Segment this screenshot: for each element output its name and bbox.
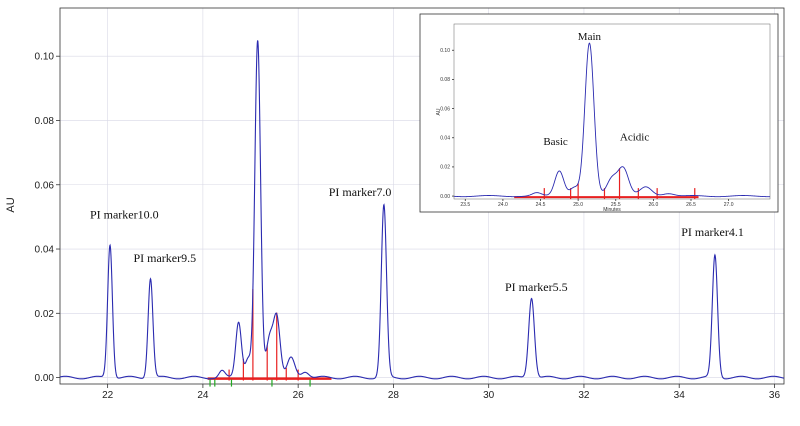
x-tick-label: 30: [483, 390, 495, 401]
y-tick-label: 0.04: [35, 245, 55, 256]
main-peak-annotations: PI marker10.0 PI marker9.5 PI marker7.0 PI …: [90, 185, 744, 294]
main-plot-frame: [59, 7, 785, 385]
inset-chromatogram-trace: [453, 42, 770, 198]
x-tick-label: 24.0: [498, 202, 508, 208]
y-axis-title: AU: [5, 197, 17, 212]
inset-y-axis-title: AU: [436, 108, 442, 115]
y-tick-label: 0.02: [35, 309, 55, 320]
inset-peak-annotations: Main Basic Acidic: [543, 31, 649, 148]
x-tick-label: 28: [388, 390, 400, 401]
main-chromatogram-trace: [59, 40, 785, 380]
x-tick-label: 23.5: [460, 202, 470, 208]
y-tick-label: 0.04: [440, 136, 450, 142]
y-tick-label: 0.06: [35, 180, 55, 191]
inset-axis-ticks: 23.5 24.0 24.5 25.0 25.5 26.0 26.5 27.0 0.00 0.02…: [440, 48, 733, 208]
x-tick-label: 34: [674, 390, 686, 401]
main-axis-ticks: 22 24 26 28 30 32 34 36 0.00 0.02 0.04 0.06 0.08 0.10: [35, 52, 781, 401]
peak-label: PI marker10.0: [90, 207, 159, 221]
x-tick-label: 25.0: [573, 202, 583, 208]
x-tick-label: 26.5: [686, 202, 696, 208]
inset-integration-marks: [514, 168, 699, 200]
peak-label: Main: [578, 31, 602, 43]
x-tick-label: 24: [197, 390, 209, 401]
x-tick-label: 24.5: [536, 202, 546, 208]
inset-plot-area: [453, 23, 771, 200]
x-tick-label: 36: [769, 390, 781, 401]
y-tick-label: 0.00: [440, 194, 450, 200]
y-tick-label: 0.02: [440, 165, 450, 171]
peak-label: Basic: [543, 136, 568, 148]
peak-label: PI marker9.5: [133, 251, 196, 265]
y-tick-label: 0.08: [440, 77, 450, 83]
inset-chart: 23.5 24.0 24.5 25.0 25.5 26.0 26.5 27.0 0.00 0.02…: [419, 13, 779, 213]
y-tick-label: 0.10: [35, 52, 55, 63]
inset-x-axis-title: Minutes: [603, 207, 621, 213]
y-tick-label: 0.00: [35, 373, 55, 384]
y-tick-label: 0.08: [35, 116, 55, 127]
peak-label: PI marker7.0: [329, 185, 392, 199]
x-tick-label: 32: [578, 390, 590, 401]
x-tick-label: 26.0: [649, 202, 659, 208]
y-tick-label: 0.10: [440, 48, 450, 54]
inset-frame: [419, 13, 779, 213]
y-tick-label: 0.06: [440, 106, 450, 112]
peak-label: Acidic: [620, 132, 649, 144]
x-tick-label: 25.5: [611, 202, 621, 208]
peak-label: PI marker5.5: [505, 280, 568, 294]
x-tick-label: 22: [102, 390, 114, 401]
x-tick-label: 26: [293, 390, 305, 401]
peak-label: PI marker4.1: [681, 225, 744, 239]
x-tick-label: 27.0: [724, 202, 734, 208]
